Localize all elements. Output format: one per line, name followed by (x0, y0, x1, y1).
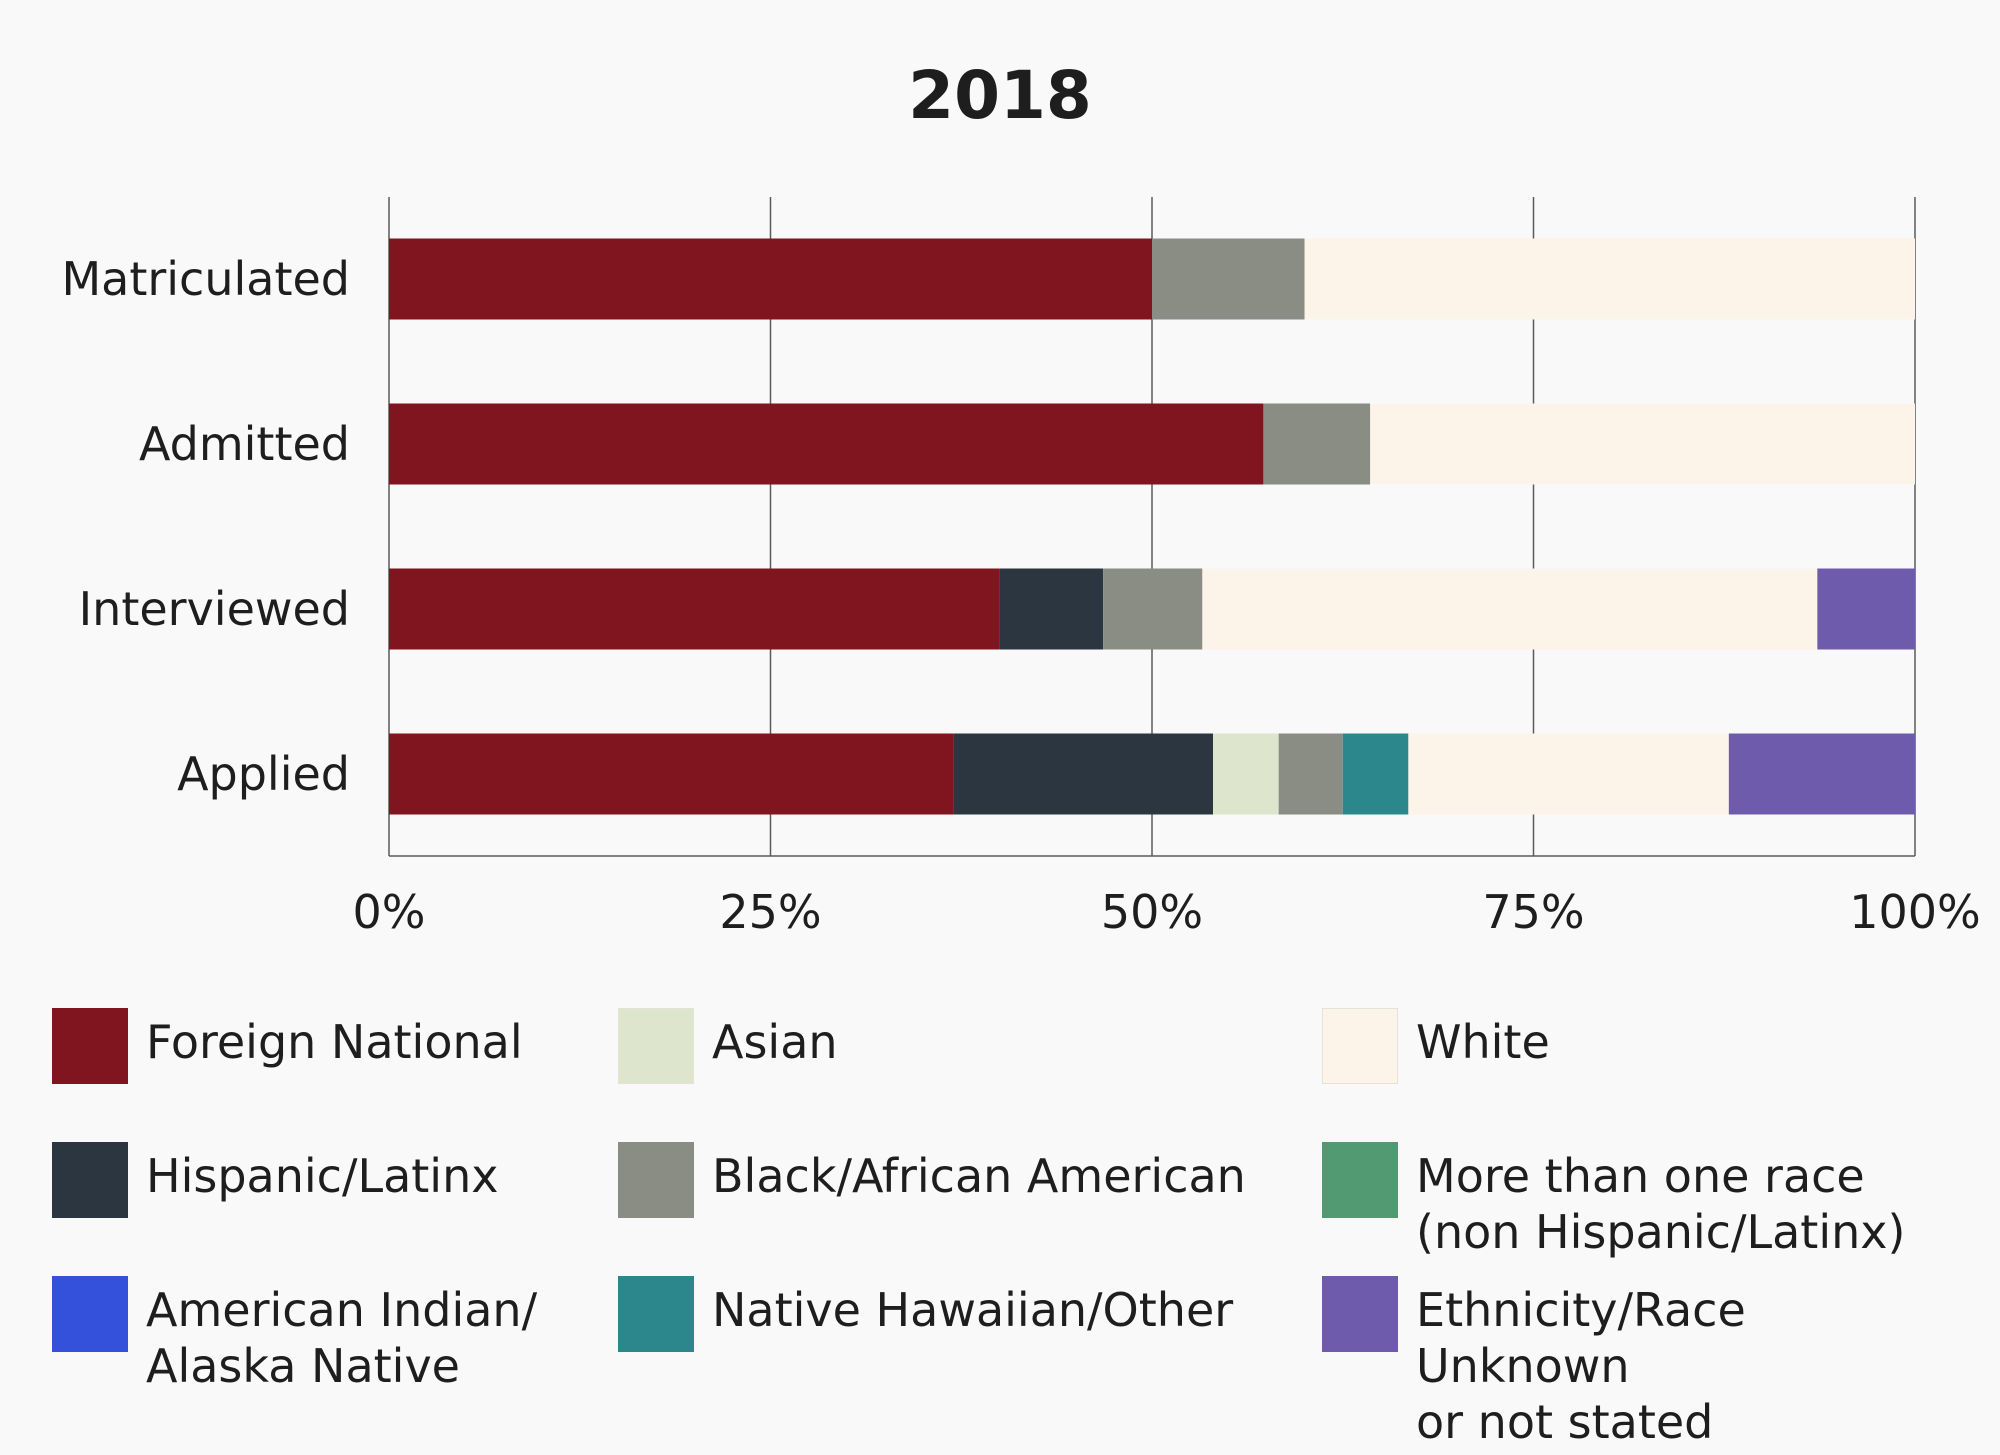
legend-swatch (52, 1276, 128, 1352)
bar-segment-white (1304, 238, 1915, 320)
bar-segment-foreign-national (389, 733, 954, 815)
bar-segment-foreign-national (389, 568, 1000, 650)
x-tick-label: 75% (1482, 885, 1584, 939)
x-tick-label: 0% (353, 885, 426, 939)
legend-item-asian: Asian (618, 1008, 838, 1084)
bar-segment-ethnicity-race-unknown-or-not-stated (1728, 733, 1915, 815)
x-tick-label: 25% (719, 885, 821, 939)
legend-label: White (1416, 1015, 1550, 1069)
legend-item-american-indian-alaska-native: American Indian/Alaska Native (52, 1276, 537, 1394)
legend-label: Asian (712, 1015, 838, 1069)
bar-segment-foreign-national (389, 403, 1264, 485)
stacked-bar-chart: 2018 Matriculated Admitted Interviewed Appl… (61, 57, 1981, 939)
bar-segment-white (1202, 568, 1818, 650)
legend-label: Hispanic/Latinx (146, 1149, 499, 1203)
category-label: Matriculated (61, 252, 350, 306)
legend: Foreign National Asian White Hispanic/La… (52, 1008, 1972, 1449)
legend-label: More than one race (non Hispanic/Latinx) (1416, 1149, 1906, 1259)
legend-item-ethnicity-unknown: Ethnicity/Race Unknown or not stated (1322, 1276, 1972, 1450)
bar-segment-white (1408, 733, 1729, 815)
legend-item-white: White (1322, 1008, 1550, 1084)
bar-segment-black-african-american (1152, 238, 1305, 320)
bar-segment-ethnicity-race-unknown-or-not-stated (1817, 568, 1915, 650)
bar-segment-asian (1213, 733, 1279, 815)
legend-label: Native Hawaiian/Other (712, 1283, 1234, 1337)
legend-label: Black/African American (712, 1149, 1246, 1203)
x-tick-labels: 0% 25% 50% 75% 100% (353, 885, 1981, 939)
legend-item-foreign-national: Foreign National (52, 1008, 523, 1084)
legend-item-more-than-one-race: More than one race (non Hispanic/Latinx) (1322, 1142, 1905, 1260)
legend-swatch (1322, 1008, 1398, 1084)
legend-swatch (618, 1142, 694, 1218)
bar-segment-hispanic-latinx (999, 568, 1104, 650)
category-labels: Matriculated Admitted Interviewed Applied (61, 252, 350, 801)
legend-item-black-african-american: Black/African American (618, 1142, 1246, 1218)
legend-label: Foreign National (146, 1015, 523, 1069)
x-tick-label: 50% (1101, 885, 1203, 939)
chart-title: 2018 (908, 57, 1092, 134)
category-label: Admitted (139, 417, 350, 471)
legend-label: American Indian/Alaska Native (146, 1283, 538, 1393)
legend-item-hispanic-latinx: Hispanic/Latinx (52, 1142, 498, 1218)
bar-segments (389, 238, 1915, 815)
category-label: Interviewed (79, 582, 350, 636)
bar-segment-hispanic-latinx (953, 733, 1214, 815)
bar-segment-black-african-american (1278, 733, 1343, 815)
legend-item-native-hawaiian-other: Native Hawaiian/Other (618, 1276, 1233, 1352)
legend-swatch (52, 1142, 128, 1218)
legend-label: Ethnicity/Race Unknown or not stated (1416, 1283, 1746, 1449)
bar-segment-foreign-national (389, 238, 1152, 320)
legend-swatch (618, 1276, 694, 1352)
legend-swatch (1322, 1142, 1398, 1218)
category-label: Applied (177, 747, 350, 801)
legend-swatch (52, 1008, 128, 1084)
legend-swatch (618, 1008, 694, 1084)
bar-segment-black-african-american (1103, 568, 1203, 650)
x-tick-label: 100% (1849, 885, 1981, 939)
legend-swatch (1322, 1276, 1398, 1352)
bar-segment-black-african-american (1263, 403, 1371, 485)
bar-segment-native-hawaiian-other (1342, 733, 1409, 815)
bar-segment-white (1370, 403, 1915, 485)
